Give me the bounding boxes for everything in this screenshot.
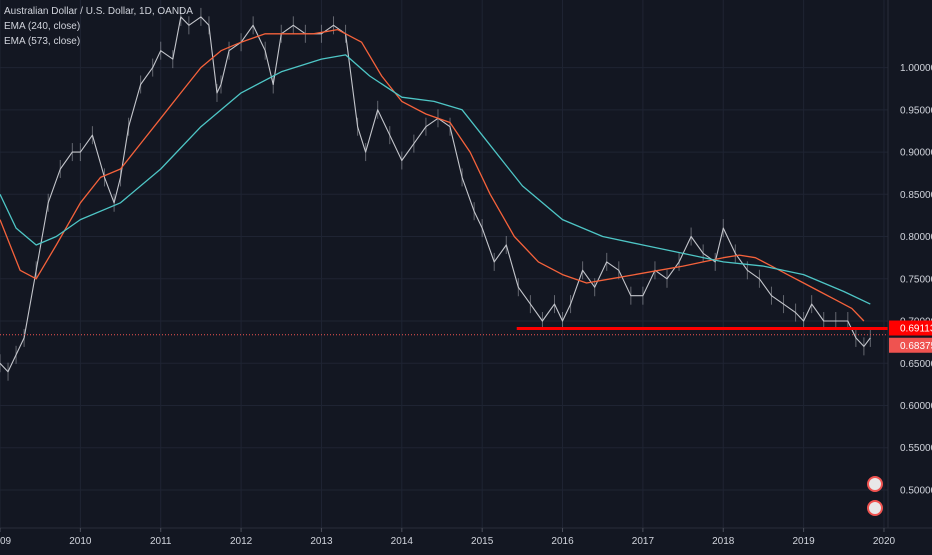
support-price-tag [889,320,932,336]
time-axis[interactable]: 2009 2010 2011 2012 2013 2014 2015 2016 2017 2018… [0,528,896,547]
price-line [0,16,871,373]
x-tick-label: 2013 [310,536,333,547]
event-marker-icon[interactable] [867,500,883,516]
ema-240-line [0,28,865,322]
event-markers[interactable] [867,476,883,516]
event-marker-icon[interactable] [867,476,883,492]
price-tag-label: 0.69113 [900,324,932,335]
x-tick-label: 2020 [873,536,896,547]
x-tick-label: 2016 [551,536,574,547]
price-axis[interactable]: 0.500000.550000.600000.650000.700000.750… [900,63,932,496]
price-series [0,7,871,381]
indicator-ema-240[interactable]: EMA (240, close) [4,21,81,32]
indicator-ema-573[interactable]: EMA (573, close) [4,36,81,47]
y-tick-label: 0.95000 [900,105,932,116]
x-tick-label: 2018 [712,536,735,547]
ema-573-line-path [0,54,871,305]
price-tag-label: 0.68375 [900,341,932,352]
x-tick-label: 2011 [150,536,172,547]
grid [0,0,888,528]
chart-legend: Australian Dollar / U.S. Dollar, 1D, OAN… [4,4,193,49]
x-tick-label: 2019 [792,536,815,547]
x-tick-label: 2012 [230,536,253,547]
ema-240-line-path [0,28,865,322]
x-tick-label: 2014 [391,536,414,547]
x-tick-label: 2010 [69,536,92,547]
x-tick-label: 2017 [632,536,655,547]
symbol-title[interactable]: Australian Dollar / U.S. Dollar, 1D, OAN… [4,6,193,17]
series-layer [0,7,871,381]
ema-573-line [0,54,871,305]
last-price-tag [889,337,932,353]
price-labels: 0.69113 0.68375 [889,320,932,353]
x-tick-label: 2009 [0,536,12,547]
horizontal-lines [0,327,888,336]
x-tick-label: 2015 [471,536,494,547]
